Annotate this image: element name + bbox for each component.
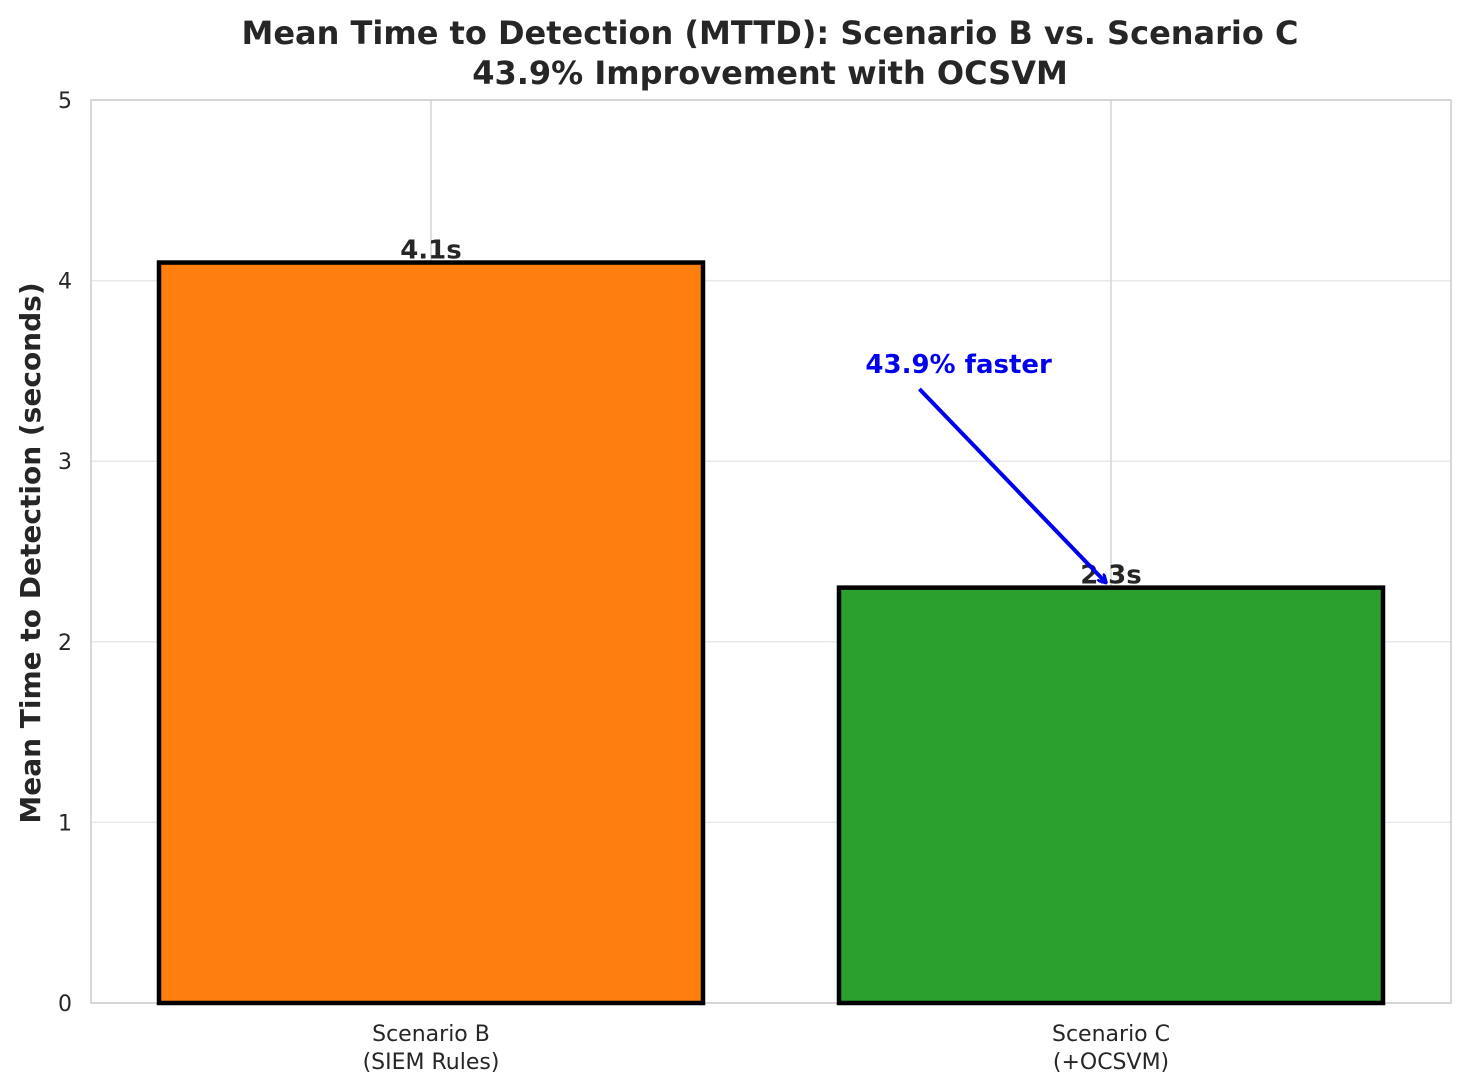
- x-tick-label: Scenario C: [1052, 1022, 1170, 1047]
- x-tick-label: Scenario B: [372, 1022, 490, 1047]
- data-label: 4.1s: [400, 236, 462, 266]
- y-tick-label: 3: [58, 450, 72, 475]
- y-tick-label: 5: [58, 89, 72, 114]
- chart-subtitle: 43.9% Improvement with OCSVM: [472, 54, 1068, 92]
- y-tick-label: 2: [58, 631, 72, 656]
- y-tick-label: 0: [58, 992, 72, 1017]
- annotation-arrow: [917, 387, 1105, 582]
- bar: [836, 585, 1386, 1006]
- annotation-text: 43.9% faster: [865, 350, 1052, 380]
- y-axis-label: Mean Time to Detection (seconds): [14, 282, 47, 823]
- y-tick-label: 1: [58, 811, 72, 836]
- y-tick-label: 4: [58, 270, 72, 295]
- x-tick-label: (SIEM Rules): [363, 1050, 500, 1075]
- bar: [156, 260, 706, 1006]
- x-tick-label: (+OCSVM): [1053, 1050, 1169, 1075]
- plot-frame: [90, 99, 1452, 1004]
- chart-title: Mean Time to Detection (MTTD): Scenario …: [241, 14, 1298, 52]
